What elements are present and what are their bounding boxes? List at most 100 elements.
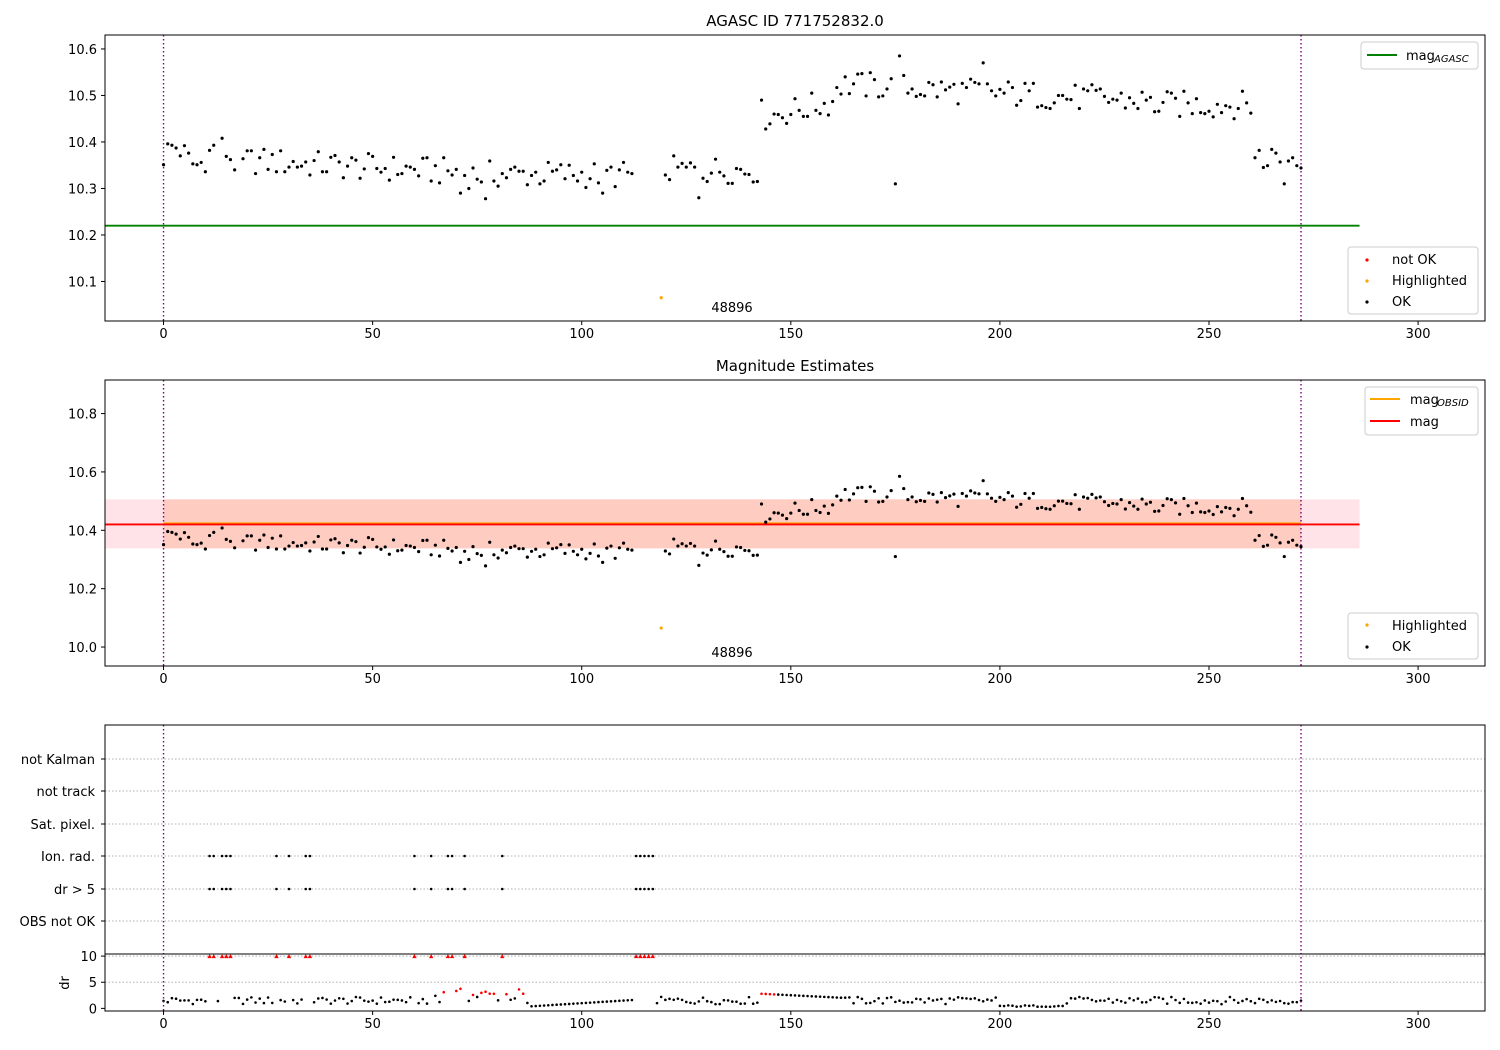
panel3-dr-point bbox=[1157, 996, 1161, 999]
panel3-dr-point bbox=[906, 1000, 910, 1004]
panel1-ok-point bbox=[366, 151, 371, 156]
panel3-dr-point bbox=[822, 995, 826, 999]
panel2-legend-sub: OBSID bbox=[1437, 398, 1469, 409]
panel2-ok-point bbox=[567, 543, 571, 547]
panel2-ok-point bbox=[680, 542, 684, 546]
panel1-frame bbox=[104, 34, 1486, 322]
panel2-ok-point bbox=[1006, 491, 1010, 495]
panel3-dr-point bbox=[684, 1000, 688, 1004]
panel3-dr-point bbox=[630, 998, 634, 1002]
panel3-dr-point bbox=[931, 999, 935, 1002]
panel1-ok-point bbox=[751, 180, 755, 184]
panel3-dr-overflow-marker bbox=[642, 954, 647, 959]
panel2-ok-point bbox=[1027, 496, 1031, 500]
panel1-ok-point bbox=[1019, 98, 1023, 103]
panel1-ok-point bbox=[1140, 90, 1144, 94]
panel1-ok-point bbox=[538, 182, 542, 186]
panel3-row-label: dr > 5 bbox=[54, 883, 95, 898]
panel3-dr-point bbox=[1065, 1002, 1069, 1005]
panel2-ok-point bbox=[500, 548, 504, 552]
panel2-ok-point bbox=[1019, 502, 1023, 506]
panel2-ok-point bbox=[776, 511, 780, 515]
panel3-dr-point bbox=[793, 994, 797, 997]
panel2-ok-point bbox=[1286, 540, 1291, 544]
panel1-ok-point bbox=[191, 162, 195, 166]
panel2-ok-point bbox=[233, 546, 237, 550]
panel1-ok-point bbox=[391, 155, 396, 159]
panel2-ok-point bbox=[1270, 533, 1274, 537]
panel1-ok-point bbox=[412, 167, 417, 171]
panel2-highlighted-point bbox=[659, 626, 663, 630]
panel1-ok-point bbox=[730, 181, 734, 185]
panel3-dr-point bbox=[475, 995, 479, 999]
panel3-flag-point bbox=[463, 887, 466, 891]
panel3-dr-point bbox=[797, 994, 801, 997]
panel1-ok-point bbox=[1215, 102, 1219, 106]
panel3-dr-point bbox=[1190, 1001, 1194, 1005]
panel3-dr-point bbox=[1098, 999, 1102, 1002]
panel1-ok-point bbox=[1228, 105, 1232, 109]
panel3-dr-point bbox=[1090, 998, 1094, 1002]
panel1-ok-point bbox=[1048, 106, 1052, 111]
panel1-ok-point bbox=[1073, 83, 1077, 87]
panel2-ok-point bbox=[341, 551, 345, 555]
panel2-annotation: 48896 bbox=[711, 646, 752, 661]
panel2-ok-point bbox=[1211, 512, 1215, 517]
panel3-dr-point bbox=[848, 996, 851, 999]
panel1-annotation: 48896 bbox=[711, 301, 752, 316]
panel1-ok-point bbox=[195, 163, 199, 167]
panel3-row-label: not track bbox=[36, 785, 95, 800]
panel2-ok-point bbox=[550, 547, 555, 551]
panel2-ok-point bbox=[1061, 499, 1065, 503]
panel2-ok-point bbox=[299, 543, 304, 548]
panel2-ok-point bbox=[1182, 496, 1186, 501]
panel1-ok-point bbox=[826, 113, 831, 117]
panel3-dr-point bbox=[597, 1000, 600, 1004]
panel2-ok-point bbox=[822, 504, 826, 508]
panel2-xtick-label: 300 bbox=[1406, 672, 1431, 687]
panel3-flag-point bbox=[643, 854, 646, 858]
panel2-ok-point bbox=[877, 500, 881, 504]
panel3-dr-overflow-marker bbox=[303, 954, 308, 959]
panel3-dr-point bbox=[1282, 1001, 1286, 1005]
panel1-ok-point bbox=[1211, 115, 1215, 119]
panel1-ok-point bbox=[1249, 111, 1253, 115]
panel2-ok-point bbox=[350, 538, 354, 542]
panel3-dr-point bbox=[279, 998, 282, 1002]
panel2-ok-point bbox=[195, 542, 199, 547]
panel1-legend-top: mag AGASC bbox=[1360, 41, 1479, 70]
panel2-ok-point bbox=[174, 532, 178, 536]
panel2-ok-point bbox=[747, 549, 751, 553]
panel2-ok-point bbox=[262, 533, 266, 537]
panel2-ok-point bbox=[621, 541, 626, 545]
panel1-ok-point bbox=[1098, 87, 1102, 91]
panel3-dr-point bbox=[810, 994, 814, 998]
panel3-row-label: Sat. pixel. bbox=[31, 818, 95, 833]
panel3-dr-point bbox=[567, 1002, 571, 1006]
panel1-ok-point bbox=[1219, 111, 1224, 115]
panel3-dr-overflow-marker bbox=[462, 954, 467, 959]
panel3-dr-point bbox=[509, 998, 512, 1002]
panel3-dr-point bbox=[379, 996, 383, 999]
panel3-dr-point bbox=[1073, 997, 1077, 1000]
panel2-ok-point bbox=[1291, 538, 1295, 542]
panel3-dr-point bbox=[555, 1003, 558, 1007]
panel3-xtick-label: 300 bbox=[1406, 1017, 1431, 1032]
panel1-ok-point bbox=[525, 183, 529, 187]
panel1-ok-point bbox=[270, 152, 274, 157]
panel3-dr-point bbox=[258, 997, 262, 1000]
panel2-legend-mag: mag bbox=[1410, 415, 1439, 430]
panel3-flag-point bbox=[287, 854, 291, 858]
panel3-dr-point bbox=[739, 1002, 742, 1006]
panel3-dr-point bbox=[572, 1002, 575, 1005]
panel2-ok-point bbox=[684, 544, 688, 548]
panel1-ok-point bbox=[998, 87, 1002, 92]
panel1-ok-point bbox=[906, 91, 910, 95]
panel3-dr-point bbox=[981, 1000, 985, 1003]
panel2-ytick-label: 10.0 bbox=[68, 641, 97, 656]
panel1-ok-point bbox=[1002, 91, 1006, 95]
panel1-ok-point bbox=[755, 179, 759, 184]
panel2-ok-point bbox=[755, 553, 759, 557]
panel3-dr-point bbox=[1048, 1005, 1052, 1009]
